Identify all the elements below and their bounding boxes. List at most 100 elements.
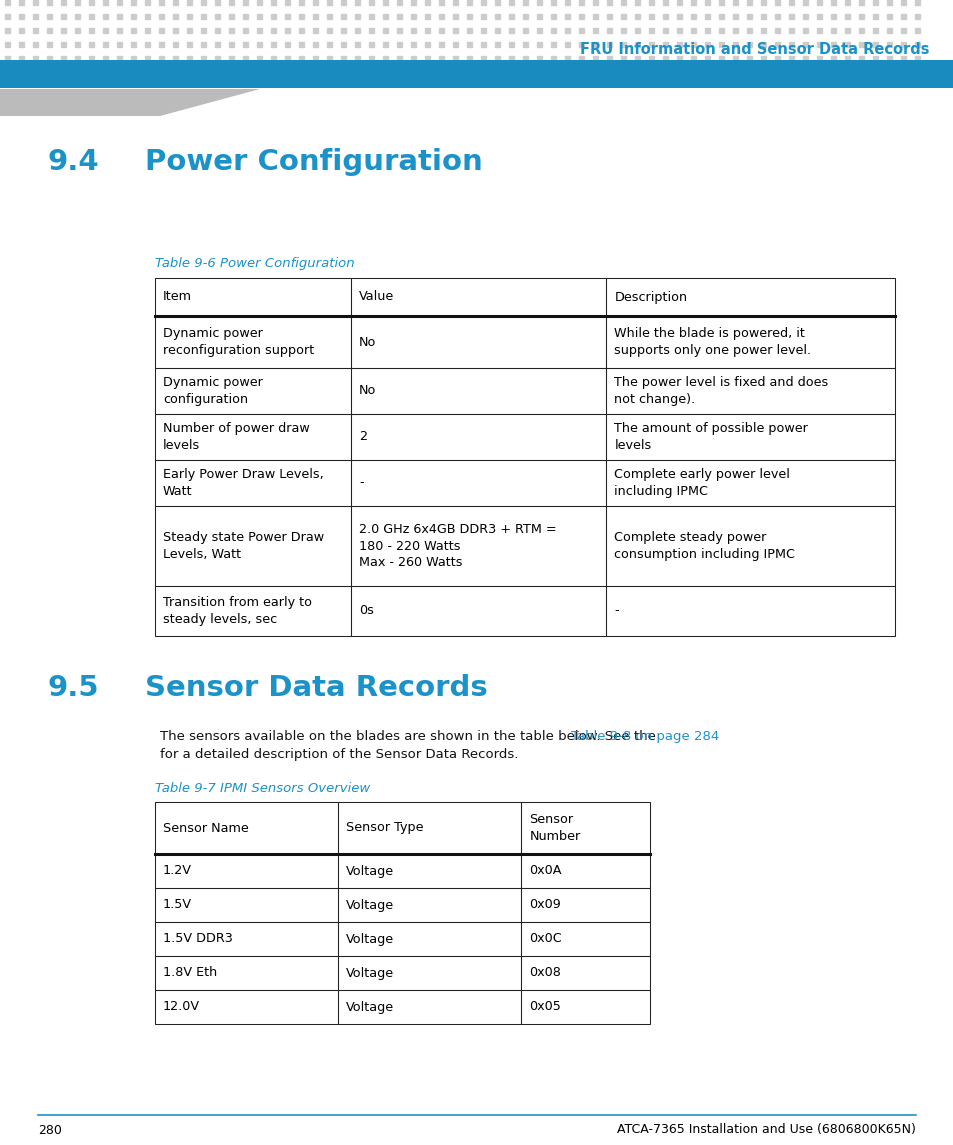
Bar xyxy=(453,27,458,32)
Bar xyxy=(789,70,794,74)
Text: ATCA-7365 Installation and Use (6806800K65N): ATCA-7365 Installation and Use (6806800K… xyxy=(617,1123,915,1137)
Bar xyxy=(662,14,668,18)
Bar xyxy=(6,55,10,61)
Bar xyxy=(154,278,351,316)
Bar xyxy=(341,70,346,74)
Bar xyxy=(351,506,606,586)
Bar xyxy=(802,41,807,47)
Text: -: - xyxy=(358,476,363,490)
Bar xyxy=(272,0,276,5)
Text: Complete steady power
consumption including IPMC: Complete steady power consumption includ… xyxy=(614,531,795,561)
Bar xyxy=(453,41,458,47)
Bar xyxy=(33,14,38,18)
Text: Voltage: Voltage xyxy=(346,966,394,979)
Bar xyxy=(154,802,337,854)
Bar xyxy=(383,0,388,5)
Bar xyxy=(201,0,206,5)
Text: 0x08: 0x08 xyxy=(529,966,560,979)
Bar xyxy=(789,41,794,47)
Bar xyxy=(117,70,122,74)
Bar xyxy=(537,41,542,47)
Bar xyxy=(154,506,351,586)
Bar xyxy=(760,27,765,32)
Bar xyxy=(215,0,220,5)
Text: 9.5: 9.5 xyxy=(48,674,99,702)
Bar xyxy=(607,27,612,32)
Bar xyxy=(243,14,248,18)
Bar xyxy=(154,368,351,414)
Bar xyxy=(635,41,639,47)
Bar xyxy=(369,0,375,5)
Bar xyxy=(327,14,333,18)
Bar xyxy=(61,41,67,47)
Bar xyxy=(859,70,863,74)
Bar xyxy=(662,0,668,5)
Bar xyxy=(915,41,920,47)
Bar xyxy=(146,70,151,74)
Bar xyxy=(886,14,892,18)
Bar xyxy=(467,0,472,5)
Bar xyxy=(383,70,388,74)
Bar xyxy=(285,27,291,32)
Bar xyxy=(337,854,520,889)
Bar xyxy=(48,70,52,74)
Bar xyxy=(802,70,807,74)
Bar xyxy=(48,0,52,5)
Bar xyxy=(154,854,337,889)
Bar xyxy=(495,41,500,47)
Text: Voltage: Voltage xyxy=(346,932,394,946)
Bar xyxy=(747,14,752,18)
Bar xyxy=(520,990,649,1024)
Bar xyxy=(495,27,500,32)
Bar xyxy=(620,55,626,61)
Bar xyxy=(243,55,248,61)
Bar xyxy=(775,41,780,47)
Bar xyxy=(351,278,606,316)
Bar xyxy=(873,55,878,61)
Bar xyxy=(117,27,122,32)
Bar xyxy=(383,27,388,32)
Bar xyxy=(578,0,584,5)
Bar xyxy=(243,41,248,47)
Bar xyxy=(677,55,681,61)
Bar xyxy=(691,14,696,18)
Text: 1.2V: 1.2V xyxy=(163,864,192,877)
Bar xyxy=(314,41,318,47)
Bar xyxy=(551,55,556,61)
Bar xyxy=(831,70,836,74)
Bar xyxy=(523,70,528,74)
Bar xyxy=(817,0,821,5)
Bar xyxy=(61,55,67,61)
Bar xyxy=(578,41,584,47)
Bar xyxy=(817,55,821,61)
Bar xyxy=(299,55,304,61)
Bar xyxy=(351,586,606,635)
Bar xyxy=(802,14,807,18)
Bar xyxy=(314,70,318,74)
Bar xyxy=(341,0,346,5)
Bar xyxy=(173,41,178,47)
Bar xyxy=(537,70,542,74)
Bar xyxy=(453,55,458,61)
Bar xyxy=(719,41,723,47)
Bar xyxy=(733,55,738,61)
Bar xyxy=(439,27,444,32)
Bar xyxy=(873,27,878,32)
Bar xyxy=(369,55,375,61)
Bar xyxy=(760,0,765,5)
Bar xyxy=(6,27,10,32)
Bar xyxy=(285,14,291,18)
Text: Table 9-6 Power Configuration: Table 9-6 Power Configuration xyxy=(154,256,355,269)
Bar xyxy=(733,27,738,32)
Bar xyxy=(760,55,765,61)
Bar xyxy=(90,41,94,47)
Bar xyxy=(705,55,710,61)
Bar xyxy=(48,14,52,18)
Bar xyxy=(607,41,612,47)
Bar xyxy=(285,41,291,47)
Bar xyxy=(578,27,584,32)
Bar xyxy=(859,27,863,32)
Bar xyxy=(789,55,794,61)
Bar xyxy=(578,55,584,61)
Bar xyxy=(215,27,220,32)
